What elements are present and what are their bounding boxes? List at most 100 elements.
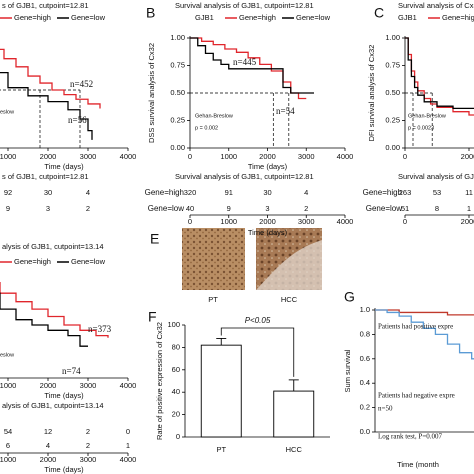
table-tick-label: 1000: [0, 455, 16, 464]
table-cell: 51: [401, 204, 409, 213]
y-tick-label: 0.50: [170, 88, 185, 97]
panel-label: G: [344, 289, 355, 305]
panel-label: C: [374, 5, 384, 21]
image-caption: HCC: [281, 295, 298, 304]
survival-curve: [190, 37, 314, 94]
x-axis-label: Time (days): [44, 391, 84, 400]
table-cell: 0: [126, 427, 130, 436]
table-x-label: Time (days): [248, 228, 288, 237]
test-label: eslow: [0, 109, 14, 115]
survival-curve: [0, 71, 93, 140]
survival-curve: [405, 37, 474, 110]
x-tick-label: 4000: [120, 152, 137, 161]
y-tick-label: 0.00: [170, 143, 185, 152]
p-value: p = 0.0023: [408, 125, 434, 131]
legend-label: Gene=high: [14, 257, 51, 266]
y-axis-label: DSS survival analysis of Cx32: [147, 43, 156, 143]
table-cell: 12: [44, 427, 52, 436]
x-tick-label: 2000: [40, 152, 57, 161]
x-tick-label: HCC: [286, 445, 303, 454]
table-cell: 30: [263, 188, 271, 197]
survival-curve: [375, 309, 474, 316]
x-axis-label: Time (days): [44, 162, 84, 171]
x-tick-label: 2000: [40, 381, 57, 390]
y-tick-label: 0.8: [360, 329, 370, 338]
chart-title: Survival analysis of GJB1, cutpoint=12.8…: [175, 1, 314, 10]
x-tick-label: 1000: [220, 152, 237, 161]
panel-label: B: [146, 5, 155, 21]
table-cell: 3: [46, 204, 50, 213]
table-cell: 40: [186, 204, 194, 213]
chart-title: s of GJB1, cutpoint=12.81: [2, 1, 89, 10]
annotation: Patients had positive expre: [378, 323, 453, 331]
legend-label: Gene=high: [14, 13, 51, 22]
y-tick-label: 0.75: [170, 60, 185, 69]
chart-title: Survival analysis of Cx32: [398, 1, 474, 10]
p-value: p = 0.002: [195, 125, 218, 131]
annotation: n=50: [378, 405, 393, 413]
table-cell: 11: [465, 188, 473, 197]
significance-bracket: [220, 327, 295, 377]
x-tick-label: 2000: [461, 152, 474, 161]
table-tick-label: 0: [188, 217, 192, 226]
legend-label: Gene=low: [71, 257, 106, 266]
table-row-name: Gene=high: [145, 188, 184, 197]
table-tick-label: 4000: [120, 455, 137, 464]
bar: [273, 390, 315, 438]
table-cell: 2: [304, 204, 308, 213]
x-tick-label: 0: [403, 152, 407, 161]
annotation: P<0.05: [245, 316, 271, 325]
y-tick-label: 0.6: [360, 354, 370, 363]
table-cell: 3: [265, 204, 269, 213]
table-cell: 6: [6, 441, 10, 450]
table-cell: 92: [4, 188, 12, 197]
x-tick-label: 1000: [0, 152, 16, 161]
y-tick-label: 0.50: [385, 88, 400, 97]
table-cell: 8: [435, 204, 439, 213]
y-tick-label: 0.4: [360, 378, 370, 387]
x-tick-label: 2000: [259, 152, 276, 161]
table-cell: 263: [399, 188, 412, 197]
y-tick-label: 0.2: [360, 403, 370, 412]
table-title: alysis of GJB1, cutpoint=13.14: [2, 401, 104, 410]
table-cell: 4: [304, 188, 308, 197]
x-axis-label: Time (days): [248, 162, 288, 171]
legend-label: Gene=high: [239, 13, 276, 22]
annotation: Patients had negative expre: [378, 392, 455, 400]
survival-curve: [0, 292, 88, 347]
legend-label: Gene=high: [442, 13, 474, 22]
y-axis-label: DFI survival analysis of Cx32: [367, 45, 376, 142]
table-x-label: Time (days): [44, 465, 84, 474]
table-tick-label: 2000: [259, 217, 276, 226]
table-cell: 30: [44, 188, 52, 197]
y-axis-label: Rate of positive expression of Cx32: [155, 322, 164, 440]
table-title: s of GJB1, cutpoint=12.81: [2, 172, 89, 181]
x-axis-label: Time (month: [397, 460, 439, 469]
y-tick-label: 1.00: [385, 33, 400, 42]
y-tick-label: 1.0: [360, 305, 370, 314]
x-tick-label: 4000: [120, 381, 137, 390]
x-tick-label: 1000: [0, 381, 16, 390]
table-cell: 2: [86, 441, 90, 450]
annotation: n=452: [70, 79, 93, 89]
x-tick-label: 0: [188, 152, 192, 161]
test-label: Gehan-Breslow: [408, 113, 446, 119]
table-row-name: Gene=low: [148, 204, 184, 213]
test-label: Gehan-Breslow: [195, 113, 233, 119]
y-tick-label: 0.00: [385, 143, 400, 152]
survival-curve: [0, 48, 101, 109]
table-tick-label: 2000: [40, 455, 57, 464]
table-title: Survival analysis of GJB1, cutpoint=12.8…: [175, 172, 314, 181]
annotation: n=373: [88, 324, 112, 334]
panel-label: E: [150, 231, 159, 247]
table-cell: 320: [184, 188, 197, 197]
y-tick-label: 60: [172, 365, 180, 374]
y-tick-label: 0: [176, 432, 180, 441]
table-cell: 1: [126, 441, 130, 450]
table-cell: 2: [86, 204, 90, 213]
chart-title: alysis of GJB1, cutpoint=13.14: [2, 242, 104, 251]
image-caption: PT: [208, 295, 218, 304]
y-axis-label: Sum survival: [343, 349, 352, 392]
table-row-name: Gene=low: [366, 204, 402, 213]
